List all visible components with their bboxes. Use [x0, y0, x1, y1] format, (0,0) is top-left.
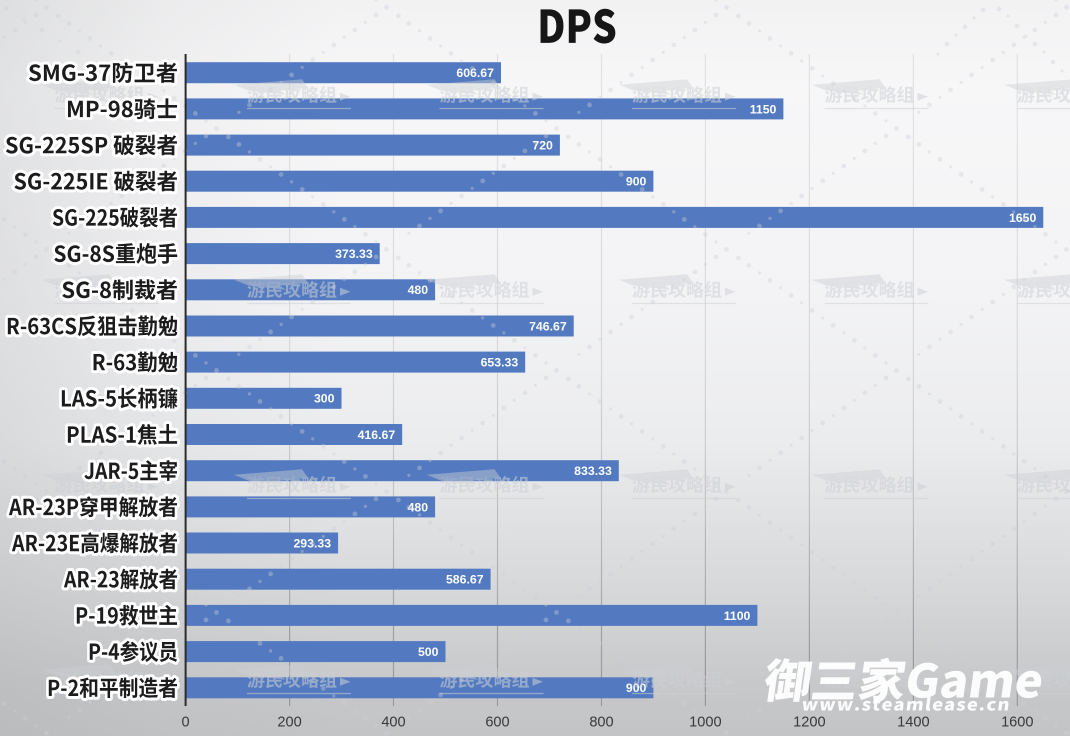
- svg-text:1650: 1650: [1009, 211, 1037, 225]
- svg-text:586.67: 586.67: [446, 573, 484, 587]
- svg-text:1150: 1150: [750, 102, 777, 116]
- svg-text:480: 480: [408, 283, 429, 297]
- svg-text:900: 900: [626, 175, 647, 189]
- svg-text:720: 720: [532, 139, 553, 153]
- svg-text:1400: 1400: [897, 715, 929, 731]
- svg-text:1100: 1100: [724, 609, 751, 623]
- svg-text:500: 500: [418, 645, 439, 659]
- svg-text:1000: 1000: [689, 715, 721, 731]
- svg-text:606.67: 606.67: [456, 66, 494, 80]
- svg-text:746.67: 746.67: [529, 319, 567, 333]
- svg-text:653.33: 653.33: [481, 356, 519, 370]
- svg-text:833.33: 833.33: [574, 464, 612, 478]
- svg-text:300: 300: [314, 392, 335, 406]
- svg-text:400: 400: [381, 715, 405, 731]
- svg-text:600: 600: [485, 715, 509, 731]
- svg-text:0: 0: [182, 715, 190, 731]
- svg-text:416.67: 416.67: [358, 428, 396, 442]
- svg-text:1200: 1200: [793, 715, 825, 731]
- svg-text:200: 200: [277, 715, 301, 731]
- svg-text:480: 480: [408, 500, 429, 514]
- svg-text:293.33: 293.33: [293, 536, 331, 550]
- svg-text:373.33: 373.33: [335, 247, 373, 261]
- svg-text:800: 800: [589, 715, 613, 731]
- svg-text:1600: 1600: [1001, 715, 1033, 731]
